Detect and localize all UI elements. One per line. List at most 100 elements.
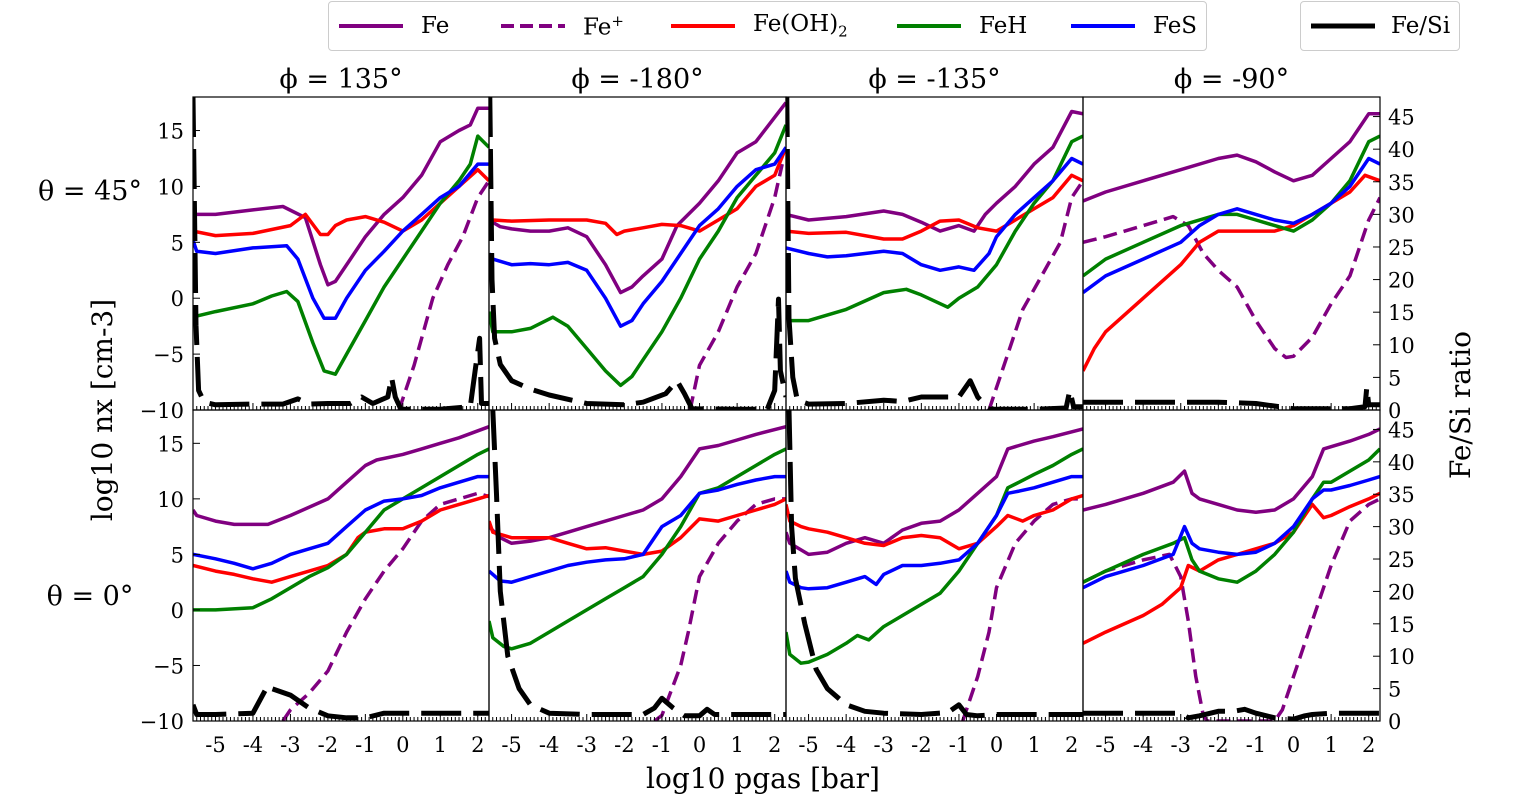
x-tick-label: -3: [577, 733, 597, 757]
y2-tick-label: 25: [1388, 548, 1415, 572]
series-line-fe-: [987, 179, 1083, 410]
y2-tick-label: 45: [1388, 106, 1415, 130]
y2-tick-label: 10: [1388, 334, 1415, 358]
series-line-feh: [786, 447, 1083, 665]
y-tick-label: 5: [171, 231, 184, 255]
y-tick-label: 15: [157, 120, 184, 144]
x-tick-label: 1: [1324, 733, 1337, 757]
x-tick-label: -1: [652, 733, 672, 757]
y2-tick-label: 5: [1388, 366, 1401, 390]
series-line-fe-si: [490, 410, 786, 719]
y2-tick-label: 35: [1388, 171, 1415, 195]
series-line-feh: [1083, 447, 1380, 584]
x-tick-label: -2: [1208, 733, 1228, 757]
legend-item-fe: Fe: [337, 2, 449, 50]
series-line-fes: [786, 474, 1083, 591]
series-line-fe: [1083, 427, 1380, 514]
series-line-feh: [489, 124, 786, 388]
series-line-fe: [193, 106, 489, 287]
panel-frame: [1082, 409, 1381, 722]
x-tick-label: -3: [1171, 733, 1191, 757]
x-tick-label: 0: [990, 733, 1003, 757]
column-title: ϕ = -90°: [1174, 64, 1289, 95]
panel-0-0-series: [193, 97, 489, 410]
panel-frame: [488, 409, 787, 722]
legend-line-fe: [339, 24, 403, 28]
legend-item-fe-si: Fe/Si: [1309, 2, 1450, 50]
series-line-feh: [193, 447, 489, 612]
x-tick-label: -5: [501, 733, 521, 757]
y-axis-label: log10 nx [cm-3]: [86, 299, 119, 521]
legend-item-fe-plus: Fe+: [499, 2, 624, 50]
y2-tick-label: 30: [1388, 516, 1415, 540]
x-tick-label: -3: [874, 733, 894, 757]
panel-frame: [785, 96, 1084, 411]
legend-label-fe-plus: Fe+: [583, 11, 624, 41]
row-label: θ = 0°: [47, 581, 134, 612]
series-line-fe-si: [193, 682, 489, 721]
y-tick-label: 0: [171, 287, 184, 311]
y2-tick-label: 20: [1388, 269, 1415, 293]
series-line-fe-oh-2: [786, 173, 1083, 241]
x-tick-label: -4: [1133, 733, 1153, 757]
series-line-fes: [489, 146, 786, 328]
panel-1-2-series: [786, 410, 1083, 721]
series-line-fe-si: [1083, 706, 1380, 721]
x-tick-label: -1: [949, 733, 969, 757]
series-line-fe-oh-2: [489, 497, 786, 557]
legend-item-feoh2: Fe(OH)2: [669, 2, 848, 50]
y2-tick-label: 25: [1388, 236, 1415, 260]
series-line-feh: [193, 134, 489, 376]
legend-label-fes: FeS: [1153, 13, 1198, 39]
x-tick-label: -2: [614, 733, 634, 757]
series-line-fe-si: [193, 97, 489, 410]
series-line-fes: [1083, 156, 1380, 295]
panel-0-1-series: [489, 97, 786, 410]
legend-line-feh: [897, 24, 961, 28]
series-line-fe: [489, 101, 786, 295]
x-tick-label: 2: [768, 733, 781, 757]
column-title: ϕ = -135°: [868, 64, 1000, 95]
legend-species: Fe Fe+ Fe(OH)2 FeH FeS: [328, 1, 1207, 51]
legend-label-feoh2: Fe(OH)2: [753, 11, 848, 41]
y-tick-label: 10: [157, 175, 184, 199]
legend-line-fe-si: [1311, 23, 1375, 29]
series-line-fe-: [1083, 196, 1380, 360]
series-line-fe-: [1083, 497, 1380, 721]
x-axis-label: log10 pgas [bar]: [646, 762, 880, 795]
y2-tick-label: 40: [1388, 138, 1415, 162]
y-tick-label: −10: [140, 710, 184, 734]
x-tick-label: 0: [396, 733, 409, 757]
x-tick-label: -4: [836, 733, 856, 757]
series-line-fes: [193, 474, 489, 571]
y2-axis-label: Fe/Si ratio: [1444, 331, 1477, 479]
row-label: θ = 45°: [38, 176, 142, 207]
panel-0-2-series: [786, 97, 1083, 410]
y-tick-label: −10: [140, 399, 184, 423]
series-line-fe-si: [489, 97, 786, 410]
series-line-fe-: [653, 497, 786, 721]
x-tick-label: -5: [1095, 733, 1115, 757]
x-tick-label: 1: [434, 733, 447, 757]
y2-tick-label: 15: [1388, 301, 1415, 325]
x-tick-label: 2: [471, 733, 484, 757]
series-line-feh: [786, 134, 1083, 323]
x-tick-label: -1: [1246, 733, 1266, 757]
series-line-feh: [489, 447, 786, 651]
x-tick-label: -1: [355, 733, 375, 757]
legend-line-fes: [1071, 24, 1135, 28]
series-line-fe-oh-2: [193, 493, 489, 584]
series-line-fe-: [688, 163, 784, 410]
series-line-fe: [786, 427, 1083, 557]
x-tick-label: -3: [280, 733, 300, 757]
series-line-fe-si: [1083, 384, 1380, 410]
series-line-fe-oh-2: [489, 146, 786, 237]
x-tick-label: -4: [243, 733, 263, 757]
y2-tick-label: 35: [1388, 483, 1415, 507]
series-line-feh: [1083, 134, 1380, 278]
panel-1-3-series: [1083, 427, 1380, 721]
legend-ratio: Fe/Si: [1300, 1, 1460, 51]
series-line-fes: [786, 156, 1083, 273]
legend-item-feh: FeH: [895, 2, 1027, 50]
